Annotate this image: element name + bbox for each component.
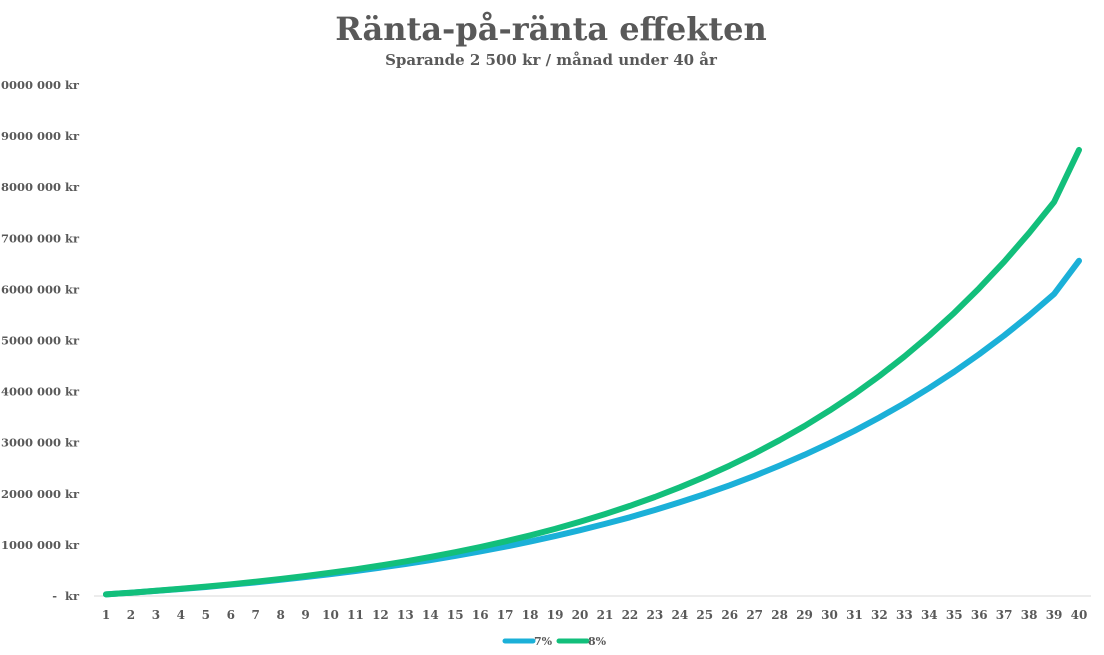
x-tick-label: 8 — [276, 608, 284, 622]
x-tick-label: 23 — [647, 608, 664, 622]
x-tick-label: 9 — [301, 608, 309, 622]
chart-title: Ränta-på-ränta effekten — [335, 10, 767, 48]
y-tick-label: 3000 000 kr — [1, 436, 80, 450]
y-tick-label: 6000 000 kr — [1, 282, 80, 296]
x-tick-label: 1 — [102, 608, 110, 622]
x-tick-label: 33 — [896, 608, 913, 622]
x-tick-label: 29 — [796, 608, 813, 622]
y-tick-label: 10000 000 kr — [0, 78, 80, 92]
x-tick-label: 6 — [227, 608, 235, 622]
x-tick-label: 37 — [996, 608, 1013, 622]
x-tick-label: 11 — [347, 608, 364, 622]
x-tick-label: 28 — [771, 608, 788, 622]
y-tick-label: 5000 000 kr — [1, 334, 80, 348]
legend-label-1: 8% — [588, 635, 607, 648]
x-tick-label: 3 — [152, 608, 160, 622]
chart-subtitle: Sparande 2 500 kr / månad under 40 år — [385, 51, 718, 69]
x-tick-label: 20 — [572, 608, 589, 622]
x-tick-label: 31 — [846, 608, 863, 622]
x-tick-label: 10 — [322, 608, 339, 622]
x-axis-ticks: 1 2 3 4 5 6 7 8 9 10 11 12 13 14 15 16 17 18 19 20 21 22 23 24 2… — [102, 608, 1088, 622]
y-tick-label: 1000 000 kr — [1, 538, 80, 552]
series-line-0 — [103, 257, 1082, 598]
legend-label-0: 7% — [534, 635, 553, 648]
x-tick-label: 5 — [202, 608, 210, 622]
x-tick-label: 21 — [597, 608, 614, 622]
x-tick-label: 27 — [746, 608, 763, 622]
x-tick-label: 19 — [547, 608, 564, 622]
x-tick-label: 4 — [177, 608, 185, 622]
x-tick-label: 30 — [821, 608, 838, 622]
x-tick-label: 32 — [871, 608, 888, 622]
x-tick-label: 15 — [447, 608, 464, 622]
x-tick-label: 16 — [472, 608, 489, 622]
x-tick-label: 22 — [622, 608, 639, 622]
x-tick-label: 34 — [921, 608, 938, 622]
series-line-1 — [103, 146, 1082, 598]
x-tick-label: 38 — [1021, 608, 1038, 622]
y-tick-label: 2000 000 kr — [1, 487, 80, 501]
x-tick-label: 24 — [671, 608, 688, 622]
x-tick-label: 14 — [422, 608, 439, 622]
x-tick-label: 7 — [252, 608, 260, 622]
x-tick-label: 17 — [497, 608, 514, 622]
x-tick-label: 36 — [971, 608, 988, 622]
x-tick-label: 2 — [127, 608, 135, 622]
x-tick-label: 13 — [397, 608, 414, 622]
y-tick-label: 7000 000 kr — [1, 231, 80, 245]
x-tick-label: 39 — [1046, 608, 1063, 622]
y-tick-label: 8000 000 kr — [1, 180, 80, 194]
x-tick-label: 26 — [721, 608, 738, 622]
y-tick-label: 4000 000 kr — [1, 385, 80, 399]
legend: 7% 8% — [502, 635, 607, 648]
y-axis-ticks: - kr 1000 000 kr 2000 000 kr 3000 000 kr 400… — [0, 78, 80, 603]
x-tick-label: 40 — [1071, 608, 1088, 622]
series-lines — [103, 146, 1082, 598]
x-tick-label: 25 — [696, 608, 713, 622]
x-tick-label: 12 — [372, 608, 389, 622]
y-tick-label: 9000 000 kr — [1, 129, 80, 143]
x-tick-label: 35 — [946, 608, 963, 622]
x-tick-label: 18 — [522, 608, 539, 622]
y-tick-label: - kr — [48, 589, 80, 603]
